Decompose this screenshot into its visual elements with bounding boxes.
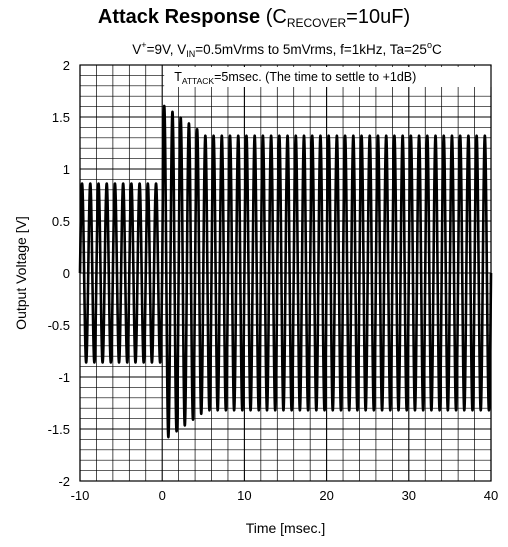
chart-title-main: Attack Response bbox=[97, 6, 261, 28]
waveform-layer bbox=[78, 104, 493, 439]
annotation-sub: ATTACK bbox=[182, 76, 215, 86]
y-tick-label: 1.5 bbox=[52, 110, 70, 125]
y-tick-label: 2 bbox=[63, 58, 70, 73]
subtitle-deg: o bbox=[426, 40, 432, 50]
annotation-background bbox=[164, 67, 505, 87]
annotation-t: T bbox=[174, 70, 182, 84]
chart-title-paren: (C bbox=[260, 6, 287, 28]
annotation-rest: =5msec. (The time to settle to +1dB) bbox=[214, 70, 416, 84]
y-tick-label: -1.5 bbox=[48, 422, 70, 437]
x-tick-label: 10 bbox=[237, 488, 251, 503]
y-tick-label: -1 bbox=[58, 370, 70, 385]
y-tick-label: -0.5 bbox=[48, 318, 70, 333]
subtitle-vin-sub: IN bbox=[186, 49, 196, 59]
chart-title: Attack Response (CRECOVER=10uF) bbox=[0, 4, 508, 36]
subtitle-part3: C bbox=[431, 42, 442, 57]
y-tick-label: 0 bbox=[63, 266, 70, 281]
annotation-layer: TATTACK=5msec. (The time to settle to +1… bbox=[174, 70, 416, 86]
subtitle-v-sup: + bbox=[141, 40, 147, 50]
x-tick-label: 0 bbox=[159, 488, 166, 503]
x-tick-label: 30 bbox=[402, 488, 416, 503]
annotation-text: TATTACK=5msec. (The time to settle to +1… bbox=[174, 70, 416, 86]
chart-subtitle: V+=9V, VIN=0.5mVrms to 5mVrms, f=1kHz, T… bbox=[0, 36, 508, 63]
x-axis-label: Time [msec.] bbox=[246, 520, 326, 536]
x-tick-label: 40 bbox=[484, 488, 498, 503]
y-tick-label: 0.5 bbox=[52, 214, 70, 229]
y-tick-label: -2 bbox=[58, 474, 70, 489]
chart-title-subscript: RECOVER bbox=[286, 16, 347, 30]
subtitle-part1: =9V, V bbox=[146, 42, 187, 57]
x-tick-label: -10 bbox=[71, 488, 90, 503]
y-axis-label: Output Voltage [V] bbox=[13, 216, 29, 330]
x-tick-label: 20 bbox=[319, 488, 333, 503]
plot-frame bbox=[79, 64, 492, 482]
y-tick-label: 1 bbox=[63, 162, 70, 177]
subtitle-v: V bbox=[132, 42, 142, 57]
subtitle-part2: =0.5mVrms to 5mVrms, f=1kHz, Ta=25 bbox=[195, 42, 427, 57]
tick-labels: -10 0 10 20 30 40 2 1.5 1 0.5 0 -0.5 -1 -1.5 -2 bbox=[48, 58, 499, 503]
output-voltage-line bbox=[78, 104, 493, 439]
chart-title-rest: =10uF) bbox=[346, 6, 411, 28]
